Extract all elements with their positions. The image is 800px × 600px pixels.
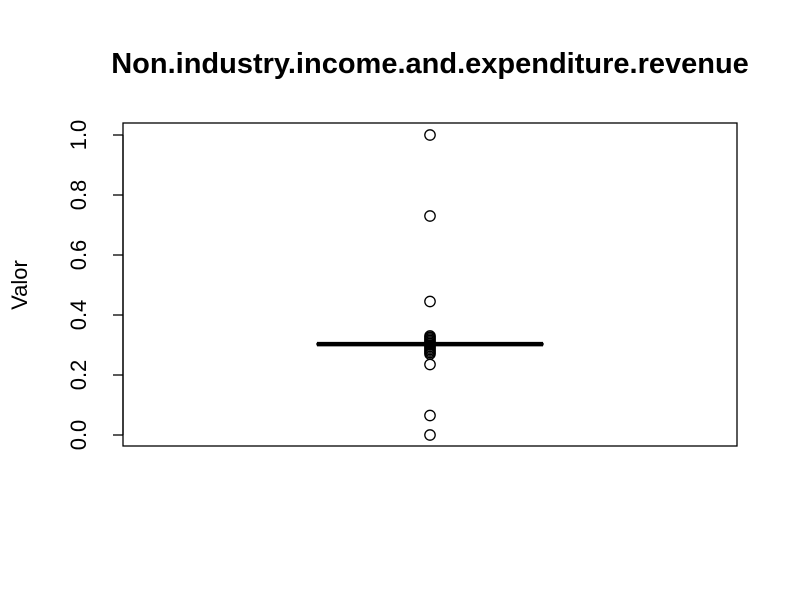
outlier-point xyxy=(424,409,436,422)
y-tick-label: 0.2 xyxy=(66,360,91,391)
y-tick-label: 0.4 xyxy=(66,300,91,331)
chart-title: Non.industry.income.and.expenditure.reve… xyxy=(111,48,749,80)
outlier-point xyxy=(424,210,436,222)
y-axis-label: Valor xyxy=(7,260,32,310)
outlier-point xyxy=(424,358,436,371)
outlier-point xyxy=(424,129,436,141)
y-tick-label: 0.0 xyxy=(66,420,91,451)
outlier-points xyxy=(424,129,436,441)
y-axis-ticks: 0.0 0.2 0.4 0.6 0.8 1.0 xyxy=(66,120,123,451)
outlier-point xyxy=(424,429,436,441)
y-tick-label: 1.0 xyxy=(66,120,91,151)
plot-frame xyxy=(122,122,738,447)
y-tick-label: 0.6 xyxy=(66,240,91,271)
outlier-point xyxy=(424,295,436,308)
y-tick-label: 0.8 xyxy=(66,180,91,211)
